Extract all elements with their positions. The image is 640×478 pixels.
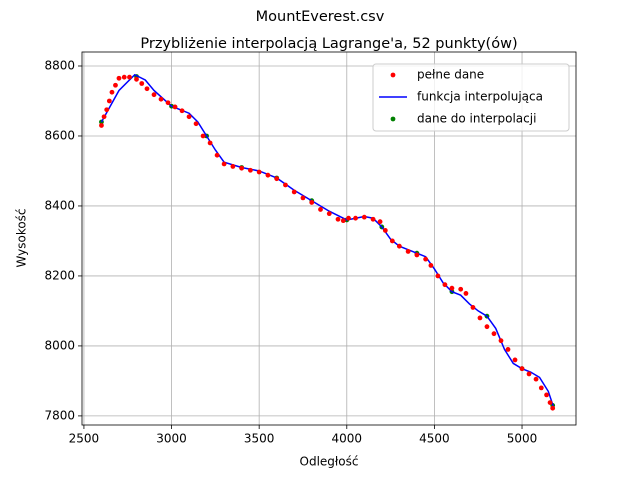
data-point bbox=[127, 74, 132, 80]
data-point bbox=[396, 243, 402, 249]
data-point bbox=[491, 331, 497, 337]
y-tick-label: 7800 bbox=[44, 408, 75, 422]
data-point bbox=[477, 315, 483, 321]
data-point bbox=[377, 219, 383, 225]
legend-swatch bbox=[390, 116, 396, 122]
legend-label: dane do interpolacji bbox=[417, 112, 536, 126]
data-point bbox=[172, 104, 178, 110]
data-point bbox=[99, 123, 104, 128]
data-point bbox=[193, 121, 199, 127]
legend-label: pełne dane bbox=[417, 68, 484, 82]
data-point bbox=[221, 161, 227, 167]
data-point bbox=[106, 98, 112, 104]
data-point bbox=[144, 86, 150, 92]
data-point bbox=[484, 324, 490, 330]
data-point bbox=[414, 252, 420, 258]
data-point bbox=[519, 366, 525, 372]
data-point bbox=[309, 200, 315, 205]
data-point bbox=[335, 216, 341, 222]
data-point bbox=[291, 189, 297, 195]
data-point bbox=[151, 92, 157, 98]
y-tick-label: 8000 bbox=[44, 338, 75, 352]
data-point bbox=[104, 107, 110, 113]
data-point bbox=[207, 140, 213, 146]
data-point bbox=[116, 75, 122, 81]
data-point bbox=[134, 76, 139, 82]
data-point bbox=[186, 114, 192, 120]
x-axis-label: Odległość bbox=[300, 455, 359, 469]
y-tick-label: 8200 bbox=[44, 268, 75, 282]
data-point bbox=[505, 347, 511, 352]
data-point bbox=[547, 400, 553, 406]
data-point bbox=[423, 256, 429, 262]
data-point bbox=[101, 114, 107, 120]
legend-box bbox=[372, 63, 570, 132]
chart-title: Przybliżenie interpolacją Lagrange'a, 52… bbox=[140, 36, 517, 52]
data-point bbox=[248, 167, 253, 173]
data-point bbox=[179, 108, 185, 114]
chart-suptitle: MountEverest.csv bbox=[256, 9, 385, 25]
data-point bbox=[340, 218, 346, 224]
data-point bbox=[121, 74, 127, 80]
x-tick-label: 3000 bbox=[156, 432, 187, 446]
data-point bbox=[326, 211, 332, 217]
data-point bbox=[300, 195, 306, 201]
data-point bbox=[405, 249, 411, 254]
data-point bbox=[283, 182, 288, 188]
data-point bbox=[346, 215, 351, 221]
data-point bbox=[533, 376, 539, 382]
data-point bbox=[435, 273, 441, 279]
data-point bbox=[458, 286, 464, 292]
data-point bbox=[538, 385, 544, 391]
data-point bbox=[463, 291, 469, 296]
x-tick-label: 2500 bbox=[69, 432, 100, 446]
plot-frame bbox=[81, 51, 577, 426]
data-point bbox=[526, 371, 532, 377]
data-point bbox=[512, 357, 518, 363]
data-point bbox=[158, 96, 164, 102]
y-axis-label: Wysokość bbox=[15, 208, 29, 267]
x-tick-label: 5000 bbox=[507, 432, 538, 446]
data-point bbox=[139, 81, 145, 86]
x-tick-label: 4500 bbox=[419, 432, 450, 446]
legend-label: funkcja interpolująca bbox=[417, 90, 543, 104]
data-point bbox=[361, 214, 367, 220]
x-tick-label: 3500 bbox=[244, 432, 275, 446]
data-point bbox=[239, 165, 245, 171]
data-point bbox=[109, 89, 115, 95]
data-point bbox=[318, 207, 323, 212]
data-point bbox=[113, 82, 118, 88]
y-tick-label: 8400 bbox=[44, 198, 75, 212]
data-point bbox=[442, 282, 448, 288]
x-tick-label: 4000 bbox=[332, 432, 363, 446]
data-point bbox=[165, 100, 171, 106]
data-point bbox=[230, 164, 236, 169]
data-point bbox=[470, 305, 476, 310]
y-tick-label: 8600 bbox=[44, 128, 75, 142]
data-point bbox=[389, 238, 395, 244]
data-point bbox=[274, 176, 280, 182]
data-point bbox=[544, 392, 549, 398]
data-point bbox=[449, 285, 455, 291]
data-point bbox=[353, 215, 358, 221]
legend-swatch bbox=[390, 72, 396, 78]
data-point bbox=[265, 172, 271, 178]
data-point bbox=[498, 338, 504, 344]
data-point bbox=[214, 152, 220, 158]
data-point bbox=[382, 228, 388, 233]
data-point bbox=[256, 169, 262, 175]
data-point bbox=[200, 133, 206, 139]
data-point bbox=[550, 405, 556, 411]
y-tick-label: 8800 bbox=[44, 58, 75, 72]
data-point bbox=[370, 216, 376, 222]
data-point bbox=[428, 263, 434, 268]
